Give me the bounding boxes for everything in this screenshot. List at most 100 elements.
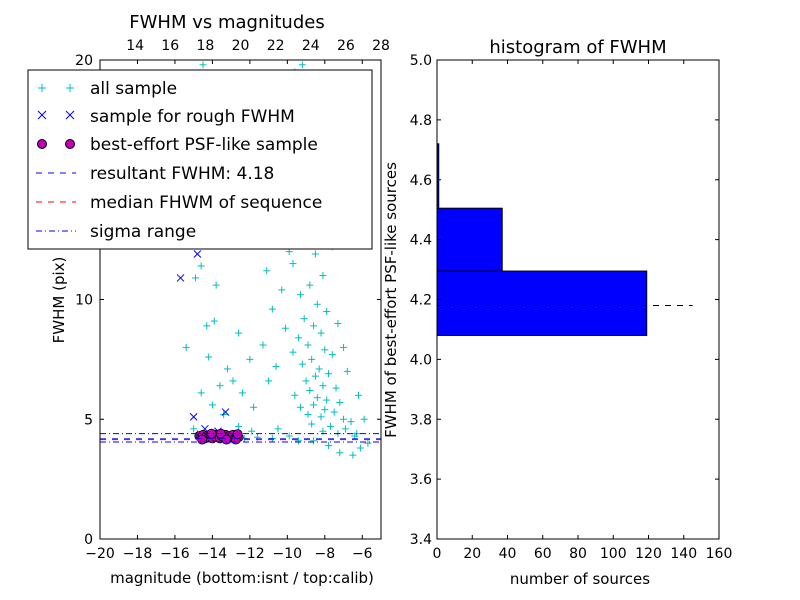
x-tick-label: −18	[123, 546, 153, 562]
legend-box	[27, 69, 373, 250]
all-sample-point	[250, 403, 258, 411]
all-sample-point	[263, 267, 271, 275]
all-sample-point	[296, 403, 304, 411]
scatter-legend: all sample sample for rough FWHM best-ef…	[27, 69, 373, 250]
y-tick-label: 3.6	[410, 472, 432, 488]
all-sample-point	[190, 425, 198, 433]
x-top-tick-label: 28	[372, 38, 390, 54]
x-top-axis-ticks: 14 16 18 20 22 24 26 28	[126, 38, 390, 54]
rough-sample-point	[189, 413, 198, 421]
x-tick-label: −12	[235, 546, 265, 562]
y-tick-label: 4.4	[410, 233, 432, 249]
all-sample-point	[248, 427, 256, 435]
legend-entry-median-fwhm: median FHWM of sequence	[36, 193, 322, 213]
x-tick-label: 0	[433, 546, 442, 562]
legend-label: best-effort PSF-like sample	[90, 135, 318, 155]
all-sample-point	[326, 422, 334, 430]
histogram-y-label: FWHM of best-effort PSF-like sources	[382, 162, 400, 438]
y-tick-label: 20	[75, 53, 93, 69]
all-sample-point	[311, 372, 319, 380]
all-sample-point	[291, 391, 299, 399]
histogram-bar	[436, 270, 648, 336]
all-sample-point	[246, 355, 254, 363]
all-sample-point	[272, 363, 280, 371]
x-tick-label: 100	[600, 546, 627, 562]
all-sample-point	[308, 420, 316, 428]
x-top-tick-label: 24	[302, 38, 320, 54]
all-sample-point	[315, 365, 323, 373]
y-tick-label: 4.6	[410, 173, 432, 189]
all-sample-point	[313, 300, 321, 308]
all-sample-point	[182, 343, 190, 351]
y-tick-label: 4.8	[410, 113, 432, 129]
all-sample-point	[203, 322, 211, 330]
x-marker-stroke	[176, 274, 185, 282]
x-top-tick-label: 14	[126, 38, 144, 54]
all-sample-point	[311, 250, 319, 258]
x-axis-ticks: 0 20 40 60 80 100 120 140 160	[433, 60, 732, 562]
all-sample-point	[313, 394, 321, 402]
all-sample-point	[360, 415, 368, 423]
all-sample-point	[274, 425, 282, 433]
all-sample-point	[328, 351, 336, 359]
x-top-tick-label: 22	[267, 38, 285, 54]
all-sample-point	[235, 422, 243, 430]
all-sample-point	[304, 341, 312, 349]
histogram-x-label: number of sources	[510, 570, 650, 588]
x-axis-ticks: −20 −18 −16 −14 −12 −10 −8 −6	[85, 60, 373, 562]
legend-label: median FHWM of sequence	[90, 193, 322, 213]
all-sample-point	[265, 377, 273, 385]
legend-entry-all-sample: all sample	[38, 79, 177, 99]
all-sample-point	[304, 410, 312, 418]
x-top-tick-label: 26	[337, 38, 355, 54]
y-axis-ticks: 3.4 3.6 3.8 4.0 4.2 4.4 4.6 4.8 5.0	[410, 53, 719, 548]
all-sample-point	[340, 415, 348, 423]
all-sample-point	[356, 444, 364, 452]
legend-entry-rough-sample: sample for rough FWHM	[37, 107, 295, 127]
all-sample-point	[347, 418, 355, 426]
all-sample-point	[298, 360, 306, 368]
all-sample-point	[332, 384, 340, 392]
legend-entry-resultant-fwhm: resultant FWHM: 4.18	[36, 164, 274, 184]
all-sample-point	[306, 387, 314, 395]
all-sample-point	[296, 291, 304, 299]
all-sample-point	[285, 432, 293, 440]
y-tick-label: 4.0	[410, 352, 432, 368]
all-sample-point	[336, 449, 344, 457]
y-tick-label: 4.2	[410, 293, 432, 309]
all-sample-point	[205, 353, 213, 361]
y-axis-ticks: 0 5 10 20	[75, 53, 381, 548]
all-sample-point	[208, 401, 216, 409]
x-marker-stroke	[189, 413, 198, 421]
rough-sample-point	[176, 274, 185, 282]
all-sample-point	[300, 315, 308, 323]
all-sample-point	[321, 346, 329, 354]
all-sample-point	[268, 305, 276, 313]
all-sample-point	[308, 355, 316, 363]
scatter-title: FWHM vs magnitudes	[129, 12, 324, 33]
legend-label: all sample	[90, 79, 177, 99]
legend-entry-sigma-range: sigma range	[36, 222, 196, 242]
all-sample-point	[289, 348, 297, 356]
x-marker-stroke	[193, 250, 202, 258]
x-marker-icon	[37, 110, 75, 120]
all-sample-point	[317, 413, 325, 421]
x-tick-label: −16	[160, 546, 190, 562]
all-sample-point	[341, 425, 349, 433]
all-sample-point	[319, 382, 327, 390]
x-tick-label: 60	[534, 546, 552, 562]
y-tick-label: 0	[84, 532, 93, 548]
scatter-panel: −20 −18 −16 −14 −12 −10 −8 −6 14 16 18 20 22 24 26 28 …	[27, 12, 390, 587]
all-sample-point	[259, 341, 267, 349]
x-tick-label: 20	[463, 546, 481, 562]
x-top-tick-label: 20	[232, 38, 250, 54]
y-tick-label: 3.8	[410, 412, 432, 428]
all-sample-point	[298, 61, 306, 69]
all-sample-point	[325, 370, 333, 378]
all-sample-point	[295, 437, 303, 445]
x-tick-label: −8	[314, 546, 335, 562]
all-sample-point	[281, 324, 289, 332]
all-sample-point	[336, 398, 344, 406]
all-sample-point	[343, 367, 351, 375]
